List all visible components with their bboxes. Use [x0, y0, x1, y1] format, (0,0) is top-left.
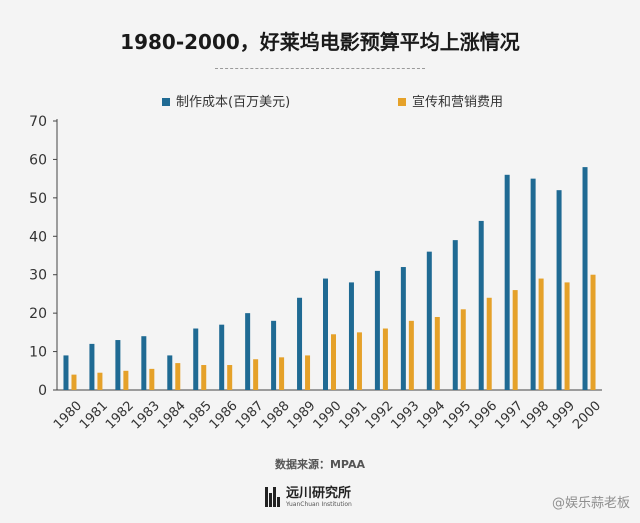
x-tick-label: 1993	[388, 398, 422, 432]
brand-logo: 远川研究所 YuanChuan Institution	[265, 484, 352, 510]
bar-production	[193, 328, 199, 390]
x-tick-label: 1983	[129, 398, 163, 432]
bar-marketing	[382, 328, 388, 390]
bar-production	[271, 320, 277, 390]
bar-marketing	[279, 357, 285, 390]
x-tick-label: 1992	[362, 398, 396, 432]
y-tick-label: 0	[38, 383, 47, 399]
bar-marketing	[408, 320, 414, 390]
title-divider	[215, 68, 425, 69]
x-tick-label: 1981	[77, 398, 111, 432]
x-tick-label: 1980	[51, 398, 85, 432]
y-tick-label: 40	[29, 229, 47, 245]
logo-icon	[265, 487, 281, 507]
bar-production	[452, 240, 458, 390]
bar-marketing	[564, 282, 570, 390]
x-tick-label: 1998	[518, 398, 552, 432]
legend-swatch	[162, 98, 170, 106]
x-tick-label: 1988	[259, 398, 293, 432]
bar-marketing	[201, 365, 207, 390]
y-tick-label: 60	[29, 152, 47, 168]
x-tick-label: 1996	[466, 398, 500, 432]
bar-marketing	[149, 368, 155, 390]
x-tick-label: 1982	[103, 398, 137, 432]
bar-production	[556, 190, 562, 390]
bar-production	[348, 282, 354, 390]
bar-production	[63, 355, 69, 390]
bar-production	[504, 174, 510, 390]
x-tick-label: 1995	[440, 398, 474, 432]
x-tick-label: 1984	[155, 398, 189, 432]
bar-marketing	[71, 374, 77, 390]
bar-production	[400, 267, 406, 390]
chart-title: 1980-2000，好莱坞电影预算平均上涨情况	[120, 30, 520, 54]
bar-production	[426, 251, 432, 390]
bar-production	[167, 355, 173, 390]
bar-production	[89, 343, 95, 390]
watermark: @娱乐蒜老板	[551, 496, 630, 511]
bar-marketing	[590, 274, 596, 390]
bar-chart: 0102030405060701980198119821983198419851…	[29, 94, 604, 432]
bar-production	[374, 270, 380, 390]
x-tick-label: 2000	[570, 398, 604, 432]
bar-production	[530, 178, 536, 390]
data-source: 数据来源：MPAA	[274, 458, 366, 471]
bar-marketing	[305, 355, 311, 390]
x-tick-label: 1999	[544, 398, 578, 432]
bar-marketing	[123, 370, 129, 390]
y-tick-label: 10	[29, 345, 47, 361]
bar-production	[297, 297, 303, 390]
bar-marketing	[356, 332, 362, 390]
bar-production	[478, 220, 484, 390]
logo-name: 远川研究所	[286, 485, 352, 501]
bar-marketing	[97, 372, 103, 390]
legend-swatch	[398, 98, 406, 106]
legend-label: 宣传和营销费用	[412, 94, 503, 110]
bar-marketing	[434, 316, 440, 390]
bar-production	[323, 278, 328, 390]
bar-marketing	[227, 365, 233, 390]
logo-subtitle: YuanChuan Institution	[286, 500, 352, 508]
bar-production	[141, 336, 147, 390]
bar-marketing	[460, 309, 466, 390]
x-tick-label: 1987	[233, 398, 267, 432]
y-tick-label: 50	[29, 191, 47, 207]
x-tick-label: 1986	[207, 398, 241, 432]
bar-marketing	[253, 359, 259, 390]
y-tick-label: 20	[29, 306, 47, 322]
y-tick-label: 30	[29, 268, 47, 284]
bar-marketing	[331, 334, 336, 390]
x-tick-label: 1985	[181, 398, 215, 432]
bar-marketing	[175, 363, 181, 390]
y-tick-label: 70	[29, 114, 47, 130]
bar-production	[115, 340, 121, 390]
x-tick-label: 1989	[285, 398, 319, 432]
x-tick-label: 1994	[414, 398, 448, 432]
x-tick-label: 1991	[336, 398, 370, 432]
bar-marketing	[538, 278, 544, 390]
bar-marketing	[512, 290, 518, 390]
bar-production	[582, 167, 588, 390]
legend-label: 制作成本(百万美元)	[176, 95, 290, 110]
bar-production	[245, 313, 251, 390]
bar-marketing	[486, 297, 492, 390]
x-tick-label: 1990	[311, 398, 345, 432]
bar-production	[219, 324, 225, 390]
x-tick-label: 1997	[492, 398, 526, 432]
